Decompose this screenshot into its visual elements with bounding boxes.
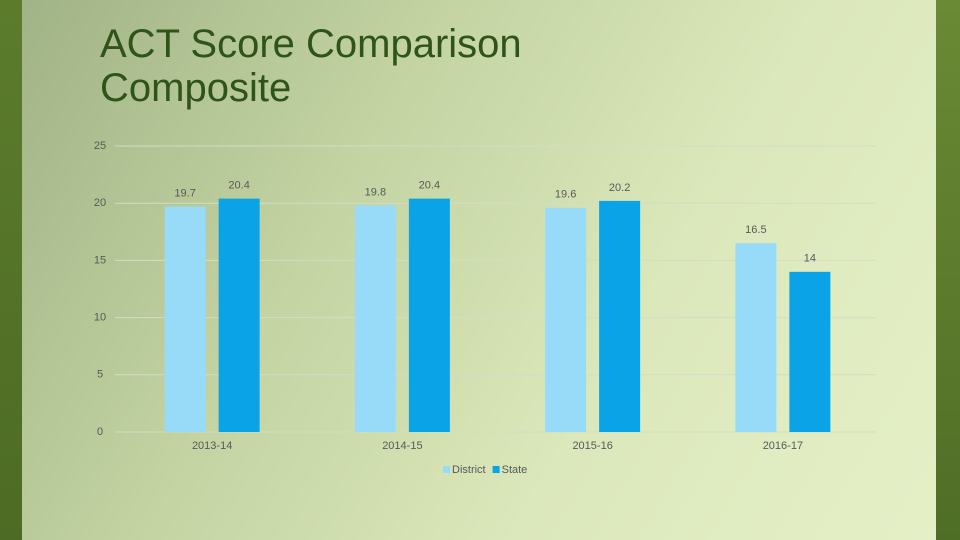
left-border — [0, 0, 22, 540]
y-tick-label: 20 — [94, 197, 106, 209]
y-tick-label: 25 — [94, 140, 106, 152]
bar — [735, 243, 777, 432]
bar — [408, 198, 450, 432]
data-label: 20.2 — [609, 182, 630, 194]
data-label: 19.8 — [365, 186, 386, 198]
data-label: 16.5 — [745, 224, 766, 236]
data-label: 14 — [804, 253, 816, 265]
bar — [164, 206, 206, 432]
data-label: 20.4 — [228, 180, 249, 192]
data-label: 19.6 — [555, 189, 576, 201]
y-tick-label: 10 — [94, 312, 106, 324]
bar — [354, 205, 396, 432]
data-label: 20.4 — [419, 180, 440, 192]
right-border — [936, 0, 960, 540]
x-tick-label: 2016-17 — [763, 440, 803, 452]
legend-swatch — [492, 466, 500, 473]
bar — [218, 198, 260, 432]
legend-label: State — [502, 464, 528, 476]
x-tick-label: 2014-15 — [382, 440, 422, 452]
y-tick-label: 15 — [94, 254, 106, 266]
x-tick-label: 2013-14 — [192, 440, 232, 452]
legend-label: District — [452, 464, 486, 476]
y-tick-label: 0 — [97, 426, 103, 438]
chart-subtitle: Composite — [100, 66, 292, 110]
legend-swatch — [443, 466, 450, 473]
x-tick-label: 2015-16 — [572, 440, 612, 452]
bar — [789, 271, 831, 432]
y-tick-label: 5 — [97, 369, 103, 381]
data-label: 19.7 — [174, 188, 195, 200]
bar — [545, 207, 587, 432]
bar — [599, 200, 641, 432]
chart-title: ACT Score Comparison — [100, 22, 522, 66]
